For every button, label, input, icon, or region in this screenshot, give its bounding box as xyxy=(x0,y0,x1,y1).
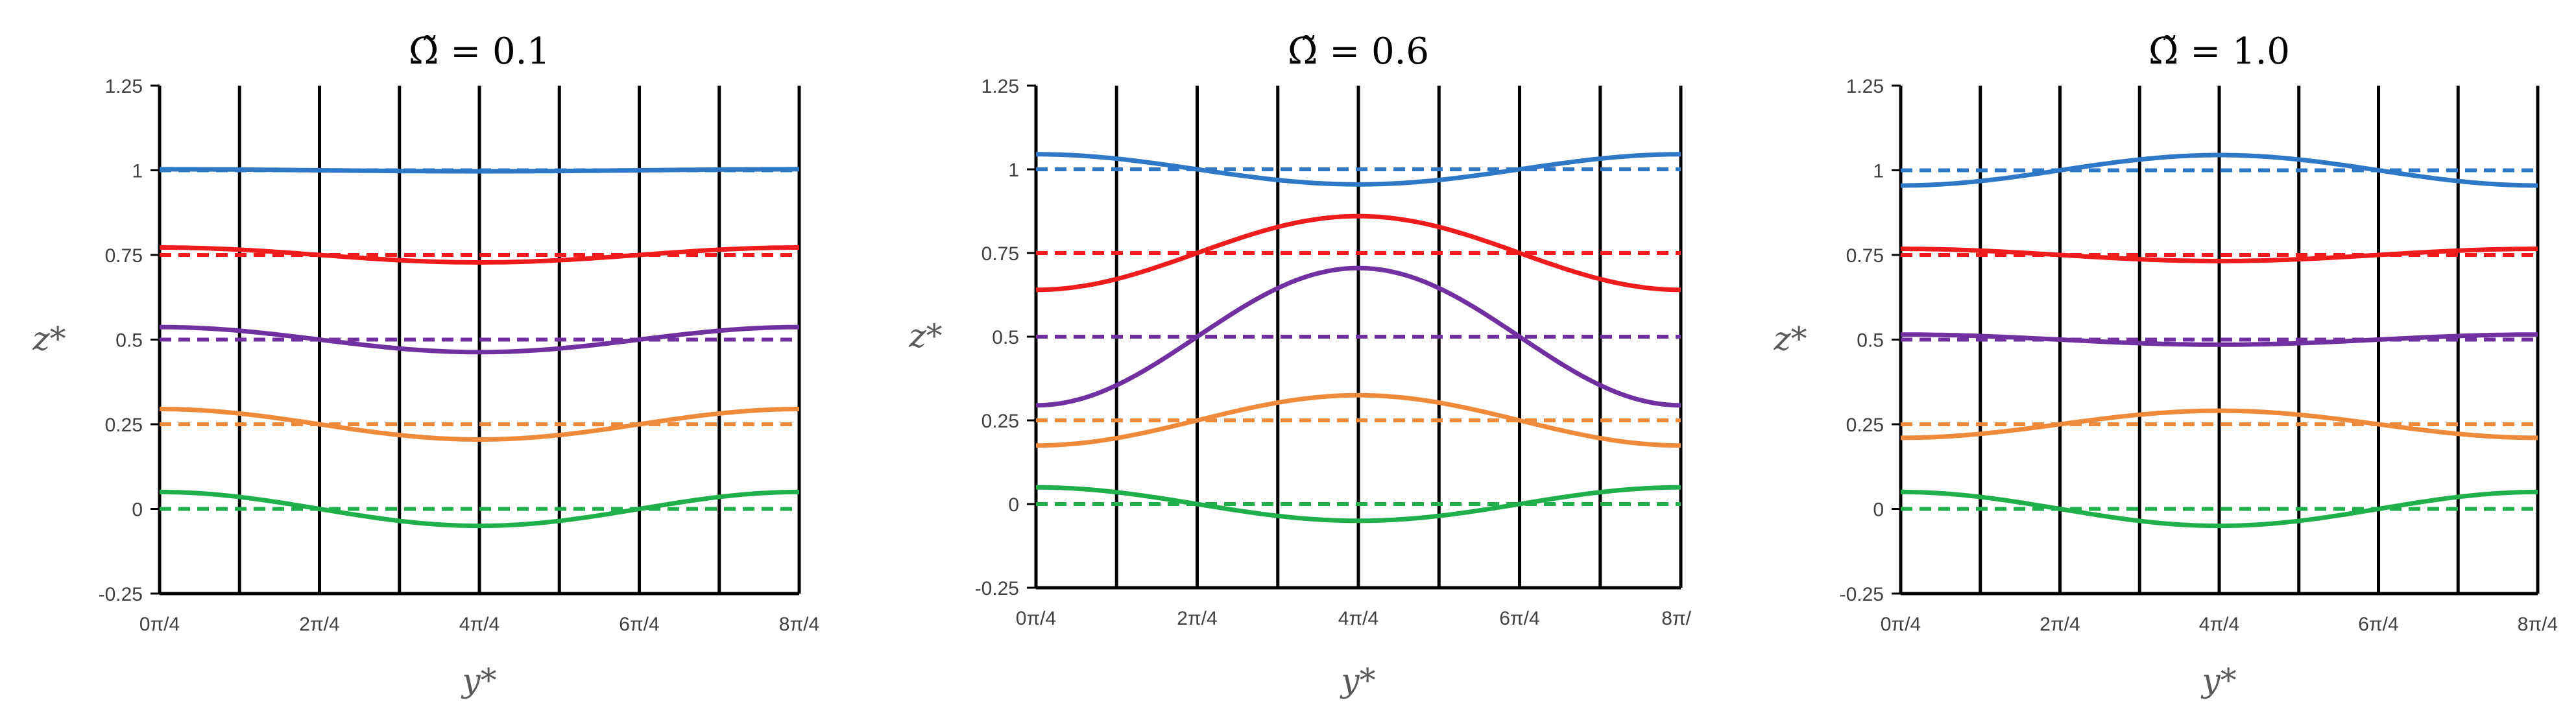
y-tick-label: -0.25 xyxy=(99,584,143,605)
y-axis-label: z* xyxy=(908,317,942,355)
x-tick-label: 6π/4 xyxy=(1499,608,1539,629)
x-tick-label: 4π/4 xyxy=(1338,608,1378,629)
series-line-layer-0.5 xyxy=(1901,332,2538,347)
y-tick-label: 1 xyxy=(1008,160,1019,181)
x-tick-label: 8π/ xyxy=(1661,608,1691,629)
y-tick-label: 1 xyxy=(1873,161,1884,182)
y-tick-label: 0.75 xyxy=(981,243,1019,265)
y-axis-label: z* xyxy=(1773,320,1807,358)
y-tick-label: 0.75 xyxy=(1846,245,1884,267)
chart-panel-3: -0.25 0 0.25 0.5 0.75 1 1.25 0π/4 2π/4 4π/4 6π/4 8π… xyxy=(1773,30,2558,699)
y-tick-label: 0.5 xyxy=(1857,330,1884,352)
y-tick-label: 0.5 xyxy=(992,327,1019,348)
chart-panel-2: -0.25 0 0.25 0.5 0.75 1 1.25 0π/4 2π/4 4π/4 6π/4 8π… xyxy=(908,30,1691,699)
x-tick-label: 2π/4 xyxy=(299,614,339,635)
series-line-layer-0.75 xyxy=(160,245,799,265)
x-tick-label: 6π/4 xyxy=(2358,614,2398,635)
y-tick-label: 1.25 xyxy=(981,76,1019,97)
series-line-layer-0.25 xyxy=(1036,392,1681,448)
series-line-layer-0.75 xyxy=(1035,213,1681,293)
x-tick-label: 4π/4 xyxy=(2199,614,2239,635)
y-tick-label: 0 xyxy=(1873,500,1884,521)
y-tick-label: 1 xyxy=(132,161,143,182)
series-line-layer-0 xyxy=(160,489,799,529)
chart-title: Ω̃ = 1.0 xyxy=(2149,30,2290,73)
x-tick-label: 8π/4 xyxy=(2518,614,2558,635)
x-tick-label: 0π/4 xyxy=(139,614,180,635)
x-axis-label: y* xyxy=(1340,662,1375,699)
series-line-layer-0 xyxy=(1036,485,1681,524)
x-tick-label: 6π/4 xyxy=(619,614,659,635)
y-tick-label: 0.25 xyxy=(981,411,1019,432)
series-line-layer-0.5 xyxy=(160,324,799,355)
y-tick-label: 0 xyxy=(132,500,143,521)
series-line-layer-0.25 xyxy=(1901,408,2538,440)
y-tick-label: 1.25 xyxy=(105,76,143,97)
series-line-layer-0.75 xyxy=(1901,247,2538,263)
series-line-layer-1 xyxy=(1036,152,1681,187)
chart-title: Ω̃ = 0.1 xyxy=(409,30,550,73)
series-line-layer-0.5 xyxy=(1035,265,1681,408)
y-tick-label: -0.25 xyxy=(1840,584,1884,605)
x-tick-label: 2π/4 xyxy=(2040,614,2080,635)
x-tick-label: 0π/4 xyxy=(1881,614,1921,635)
series-line-layer-0.25 xyxy=(160,407,799,442)
chart-panel-1: -0.25 0 0.25 0.5 0.75 1 1.25 0π/4 2π/4 4π/4 6π/4 8π… xyxy=(32,30,819,699)
x-axis-label: y* xyxy=(2200,662,2236,699)
x-tick-label: 2π/4 xyxy=(1177,608,1217,629)
x-tick-label: 4π/4 xyxy=(459,614,500,635)
y-tick-label: 0.5 xyxy=(115,330,143,352)
y-tick-label: 1.25 xyxy=(1846,76,1884,97)
x-tick-label: 8π/4 xyxy=(779,614,819,635)
x-tick-label: 0π/4 xyxy=(1016,608,1056,629)
x-axis-label: y* xyxy=(461,662,496,699)
chart-title: Ω̃ = 0.6 xyxy=(1288,30,1429,73)
y-tick-label: 0.25 xyxy=(105,415,143,436)
y-tick-label: 0.25 xyxy=(1846,415,1884,436)
series-line-layer-0 xyxy=(1901,489,2538,529)
y-tick-label: 0 xyxy=(1008,494,1019,516)
y-tick-label: 0.75 xyxy=(105,245,143,267)
series-line-layer-1 xyxy=(1901,152,2538,188)
y-tick-label: -0.25 xyxy=(975,578,1019,599)
y-axis-label: z* xyxy=(32,320,66,358)
